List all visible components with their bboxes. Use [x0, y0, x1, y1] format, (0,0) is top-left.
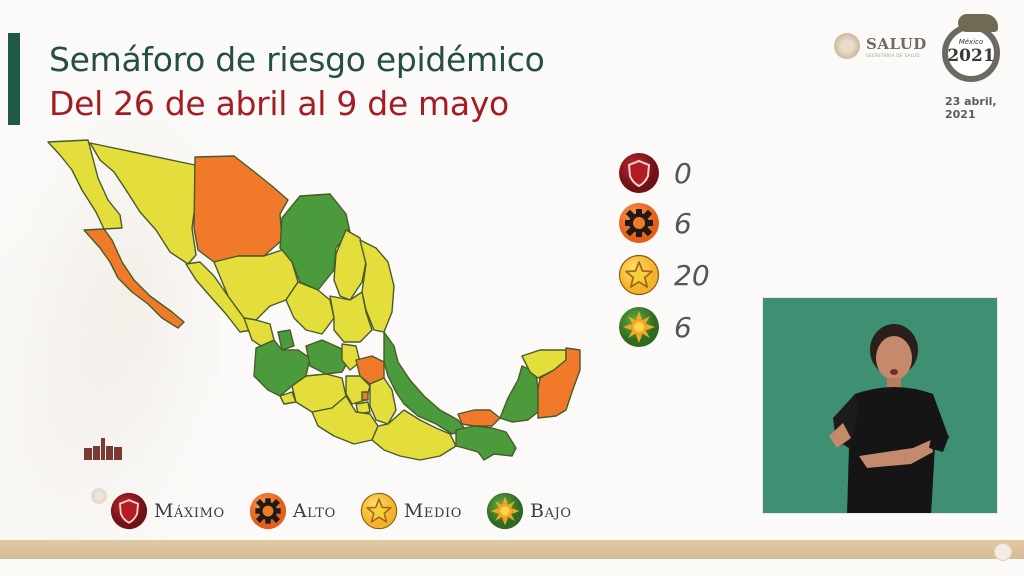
star-icon: [360, 492, 398, 530]
state-puebla: [369, 377, 397, 425]
salud-wordmark: SALUD: [866, 34, 927, 53]
title-accent-bar: [8, 33, 20, 125]
state-cdmx: [361, 391, 369, 401]
gear-icon: [619, 203, 659, 243]
state-coahuila: [279, 193, 351, 291]
shield-icon: [110, 492, 148, 530]
state-slp: [329, 291, 373, 343]
state-morelos: [355, 401, 371, 415]
legend-item-alto: Alto: [249, 492, 336, 530]
count-row-bajo: 6: [618, 306, 692, 348]
sign-language-interpreter-video: [762, 297, 998, 514]
serpent-head-icon: [958, 14, 998, 32]
national-seal-small-icon: [91, 488, 107, 504]
legend-label: Máximo: [154, 500, 225, 522]
legend: Máximo Alto Medio: [110, 492, 596, 530]
state-baja-california-sur: [83, 228, 185, 329]
interpreter-figure: [829, 324, 949, 513]
legend-item-maximo: Máximo: [110, 492, 225, 530]
gear-icon: [249, 492, 286, 530]
salud-subtitle: SECRETARÍA DE SALUD: [866, 52, 920, 58]
state-zacatecas: [285, 281, 335, 335]
star-icon: [618, 254, 660, 296]
mexico-map: [47, 139, 581, 461]
page-subtitle: Del 26 de abril al 9 de mayo: [49, 84, 509, 123]
legend-label: Medio: [403, 500, 463, 522]
page-title: Semáforo de riesgo epidémico: [49, 40, 545, 79]
state-chihuahua: [193, 155, 289, 273]
mexico-2021-logo: México 2021: [940, 14, 1002, 84]
count-row-maximo: 0: [618, 152, 692, 194]
count-value: 20: [674, 258, 710, 292]
shield-icon: [619, 153, 659, 193]
legend-label: Alto: [292, 500, 336, 522]
sun-icon: [486, 492, 524, 530]
state-oaxaca: [371, 409, 457, 461]
date-label: 23 abril, 2021: [945, 95, 997, 121]
footer-badge-icon: [994, 543, 1012, 561]
footer-band: [0, 540, 1024, 559]
state-baja-california: [47, 139, 123, 230]
sun-icon: [619, 307, 659, 347]
count-value: 6: [674, 310, 692, 344]
state-tabasco: [457, 409, 501, 427]
count-row-medio: 20: [618, 254, 710, 296]
salud-logo: SALUD SECRETARÍA DE SALUD: [834, 33, 927, 59]
count-value: 0: [674, 156, 692, 190]
state-aguascalientes: [277, 329, 295, 351]
count-value: 6: [674, 206, 692, 240]
heroes-logo-icon: [84, 438, 122, 460]
state-chiapas: [455, 425, 517, 461]
state-campeche: [499, 365, 539, 423]
national-seal-icon: [834, 33, 860, 59]
legend-item-medio: Medio: [360, 492, 462, 530]
legend-label: Bajo: [530, 500, 572, 522]
count-row-alto: 6: [618, 202, 692, 244]
state-queretaro: [341, 343, 361, 371]
legend-item-bajo: Bajo: [486, 492, 572, 530]
state-quintana-roo: [537, 347, 581, 419]
